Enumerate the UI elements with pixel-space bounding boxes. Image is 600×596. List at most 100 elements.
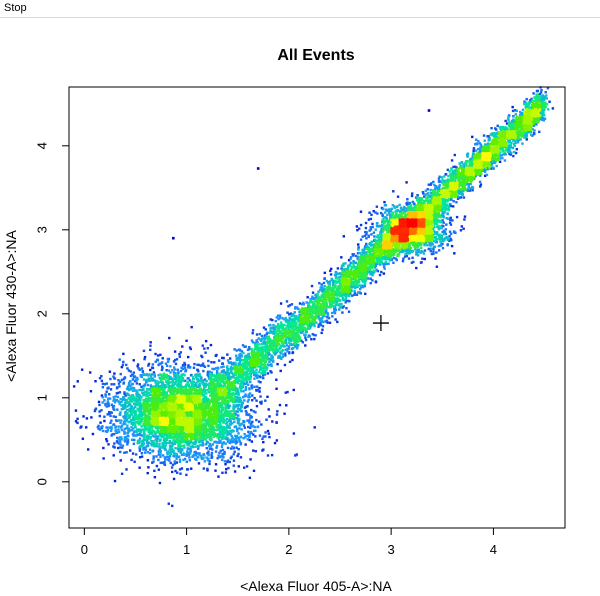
data-point [246, 367, 249, 370]
data-point [171, 385, 174, 389]
data-point [138, 423, 141, 426]
data-point [438, 175, 441, 178]
data-point [527, 103, 530, 106]
data-point [441, 212, 444, 216]
data-point [354, 278, 357, 282]
data-point [354, 286, 357, 290]
data-point [266, 341, 269, 345]
data-point [222, 419, 225, 422]
data-point [449, 223, 453, 226]
data-point [405, 181, 408, 184]
data-point [323, 285, 326, 288]
data-point [174, 452, 177, 455]
data-point [337, 287, 341, 290]
data-point [209, 372, 212, 375]
data-point [545, 97, 549, 100]
data-point [113, 446, 116, 449]
data-point [244, 358, 247, 361]
data-point [474, 149, 478, 152]
data-point [452, 200, 455, 203]
data-point [238, 400, 241, 403]
data-point [261, 449, 264, 452]
data-point [372, 269, 376, 272]
data-point [334, 293, 337, 296]
data-point [140, 407, 143, 410]
data-point [480, 145, 483, 148]
data-point [437, 244, 441, 248]
data-point [521, 112, 524, 116]
data-point [76, 421, 79, 425]
data-point [212, 374, 215, 377]
data-point [479, 183, 483, 186]
data-point [206, 347, 209, 350]
data-point [219, 379, 222, 382]
data-point [281, 331, 285, 334]
data-point [525, 134, 528, 137]
data-point [229, 365, 233, 369]
data-point [510, 121, 514, 124]
data-point [479, 174, 482, 177]
data-point [272, 348, 275, 351]
data-point [291, 318, 294, 322]
data-point [175, 441, 178, 444]
data-point [361, 248, 364, 252]
data-point [265, 343, 268, 347]
data-point [350, 289, 353, 292]
stop-menu-item[interactable]: Stop [4, 2, 27, 14]
data-point [135, 414, 138, 417]
data-point [487, 137, 491, 141]
data-point [448, 221, 452, 225]
data-point [242, 381, 245, 385]
data-point [334, 290, 338, 293]
data-point [138, 449, 142, 452]
data-point [382, 265, 386, 269]
data-point [215, 428, 218, 432]
data-point [117, 430, 121, 434]
data-point [133, 421, 136, 425]
data-point [421, 202, 424, 205]
data-point [369, 228, 373, 231]
data-point [108, 393, 111, 396]
data-point [133, 405, 137, 408]
data-point [150, 426, 154, 430]
data-point [266, 395, 269, 399]
data-point [130, 388, 133, 391]
data-point [143, 433, 146, 436]
data-point [277, 325, 280, 329]
data-point [525, 138, 528, 141]
data-point [261, 352, 265, 355]
data-point [266, 429, 270, 433]
data-point [208, 423, 211, 426]
data-point [106, 402, 110, 406]
data-point [137, 441, 140, 445]
data-point [149, 393, 152, 397]
data-point [270, 453, 274, 457]
data-point [214, 463, 218, 466]
data-point [224, 427, 228, 430]
data-point [134, 389, 137, 392]
data-point [202, 436, 205, 439]
data-point [85, 417, 89, 420]
data-point [299, 331, 303, 334]
data-point [152, 385, 156, 389]
data-point [249, 416, 252, 420]
data-point [144, 448, 148, 452]
data-point [158, 377, 162, 380]
data-point [366, 276, 369, 280]
data-point [416, 196, 419, 200]
data-point [140, 452, 144, 455]
data-point [138, 433, 142, 437]
data-point [264, 435, 267, 438]
data-point [223, 410, 227, 413]
data-point [441, 238, 445, 241]
data-point [340, 302, 343, 306]
data-point [136, 433, 139, 436]
data-point [413, 209, 416, 212]
data-point [123, 404, 127, 407]
data-point [383, 262, 386, 266]
data-point [510, 119, 514, 123]
data-point [226, 353, 229, 356]
data-point [120, 472, 124, 476]
data-point [118, 442, 121, 445]
data-point [259, 380, 262, 384]
